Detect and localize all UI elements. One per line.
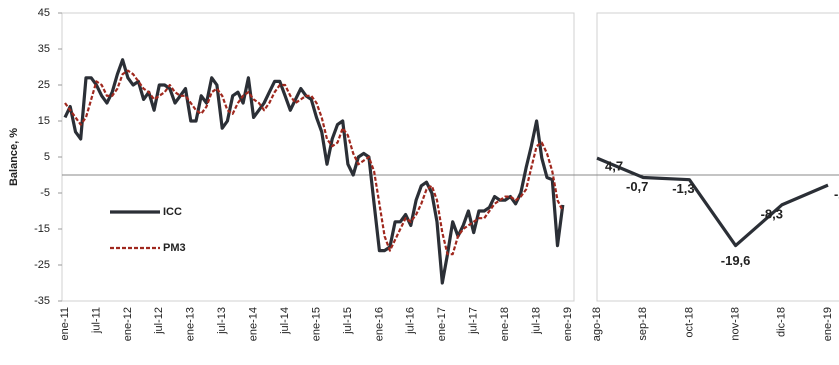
x-tick-label: ene-13	[185, 307, 197, 341]
y-tick-label: 15	[38, 115, 50, 127]
x-tick-label: jul-12	[153, 307, 165, 335]
x-tick-label: ago-18	[591, 307, 603, 341]
x-tick-label: ene-14	[248, 307, 260, 341]
legend-label: ICC	[163, 206, 182, 218]
x-tick-label: dic-18	[776, 307, 788, 337]
y-tick-label: 25	[38, 79, 50, 91]
y-tick-label: -25	[34, 259, 50, 271]
data-label: 4,7	[605, 159, 623, 174]
x-tick-label: ene-17	[436, 307, 448, 341]
x-tick-label: ene-16	[373, 307, 385, 341]
x-tick-label: ene-18	[499, 307, 511, 341]
x-tick-label: ene-19	[562, 307, 574, 341]
x-tick-label: ene-12	[122, 307, 134, 341]
x-tick-label: jul-14	[279, 307, 291, 335]
data-label: -0,7	[626, 179, 648, 194]
x-tick-label: sep-18	[637, 307, 649, 341]
series-line	[64, 69, 564, 256]
data-label: -19,6	[721, 253, 751, 268]
x-tick-label: ene-11	[59, 307, 71, 340]
plot-frame	[596, 12, 839, 302]
y-tick-label: -15	[34, 223, 50, 235]
legend-label: PM3	[163, 242, 186, 254]
y-tick-label: -35	[34, 295, 50, 307]
plot-frame	[61, 12, 575, 302]
x-tick-label: jul-16	[405, 307, 417, 335]
x-tick-label: ene-15	[310, 307, 322, 341]
y-axis-label: Balance, %	[8, 128, 20, 186]
series-line	[596, 156, 829, 248]
data-label: -8,3	[761, 206, 783, 221]
x-tick-label: jul-17	[468, 307, 480, 335]
y-tick-label: 45	[38, 7, 50, 19]
x-tick-label: jul-18	[530, 307, 542, 335]
y-tick-label: 5	[44, 151, 50, 163]
data-label: -2,8	[834, 187, 839, 202]
x-tick-label: jul-11	[90, 307, 102, 334]
x-tick-label: oct-18	[683, 307, 695, 338]
data-label: -1,3	[672, 181, 694, 196]
x-tick-label: ene-19	[822, 307, 834, 341]
series-line	[63, 58, 565, 285]
x-tick-label: nov-18	[730, 307, 742, 341]
x-tick-label: jul-15	[342, 307, 354, 335]
y-tick-label: -5	[40, 187, 50, 199]
y-tick-label: 35	[38, 43, 50, 55]
x-tick-label: jul-13	[216, 307, 228, 335]
